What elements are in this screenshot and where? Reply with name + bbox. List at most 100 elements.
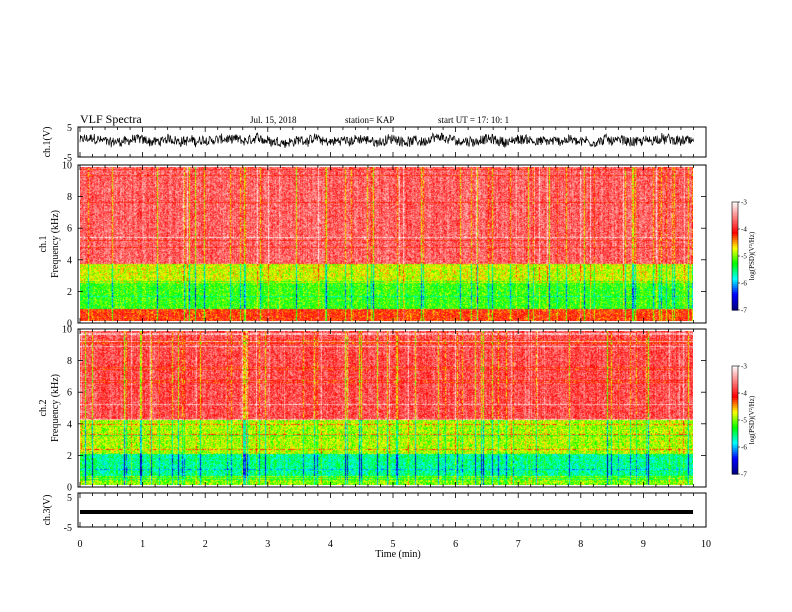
y-tick-label: 8 [67,356,72,367]
x-tick-label: 3 [265,539,270,550]
colorbar-swatch [732,372,738,375]
colorbar-swatch [732,460,738,463]
x-tick-label: 8 [578,539,583,550]
ch2-spectrogram-image [80,331,693,485]
colorbar-swatch [732,206,738,209]
colorbar-label: log(PSD)(V²/Hz) [748,231,756,280]
y-tick-label: 6 [67,224,72,235]
colorbar-swatch [732,438,738,441]
y-tick-label: 0 [67,319,72,330]
x-tick-label: 9 [641,539,646,550]
colorbar-tick-label: -5 [741,417,747,425]
y-tick-label: 2 [67,451,72,462]
colorbar-swatch [732,430,738,433]
colorbar-swatch [732,272,738,275]
colorbar-swatch [732,218,738,221]
ch1-waveform-ylabel: ch.1(V) [42,127,53,158]
colorbar-swatch [732,212,738,215]
ch2-spectrogram-panel: 0 2 4 6 8 10 ch.2 Frequency (kHz) [38,325,707,494]
ch3-ytick-bottom: -5 [64,523,72,534]
ch1-ytick-bottom: -5 [64,153,72,164]
colorbar-swatch [732,440,738,443]
ch2-spectrogram-frame [77,328,707,488]
colorbar-swatch [732,264,738,267]
colorbar-tick-label: -5 [741,253,747,261]
colorbar-swatch [732,418,738,421]
ch1-spectrogram-panel: 0 2 4 6 8 10 ch.1 Frequency (kHz) [38,161,707,330]
x-tick-label: 1 [140,539,145,550]
colorbar-swatch [732,210,738,213]
ch2-channel-label: ch.2 [38,400,49,417]
ch2-frequency-label: Frequency (kHz) [50,374,61,442]
start-time-label: start UT = 17: 10: 1 [438,115,509,125]
colorbar-swatch [732,268,738,271]
ch2-spectrogram-yticks: 0 2 4 6 8 10 [62,325,706,494]
colorbar-swatch [732,220,738,223]
colorbar-swatch [732,234,738,237]
colorbar-swatch [732,434,738,437]
colorbar-swatch [732,308,738,311]
colorbar-swatch [732,262,738,265]
ch1-colorbar: -3 -4 -5 -6 -7 log(PSD)(V²/Hz) [731,199,756,315]
colorbar-swatch [732,288,738,291]
colorbar-swatch [732,394,738,397]
colorbar-swatch [732,378,738,381]
colorbar-swatch [732,250,738,253]
colorbar-swatch [732,472,738,475]
colorbar-swatch [732,470,738,473]
colorbar-tick-label: -7 [741,307,747,315]
colorbar-swatch [732,236,738,239]
ch3-waveform-panel: 5 -5 ch.3(V) [42,492,707,534]
x-tick-label: 6 [453,539,458,550]
colorbar-swatch [732,226,738,229]
colorbar-swatch [732,428,738,431]
colorbar-swatch [732,260,738,263]
colorbar-tick-label: -3 [741,199,747,207]
colorbar-swatch [732,468,738,471]
x-axis-tick-labels: 0 1 2 3 4 5 6 7 8 9 10 [78,539,712,550]
colorbar-swatch [732,406,738,409]
colorbar-swatch [732,270,738,273]
colorbar-swatch [732,456,738,459]
colorbar-swatch [732,424,738,427]
colorbar-swatch [732,414,738,417]
colorbar-swatch [732,298,738,301]
colorbar-swatch [732,386,738,389]
colorbar-swatch [732,286,738,289]
ch3-waveform-xticks [79,493,707,527]
ch1-spectrogram-frame [77,164,707,324]
y-tick-label: 8 [67,192,72,203]
colorbar-swatch [732,246,738,249]
ch1-waveform-frame [77,126,707,158]
colorbar-tick-label: -7 [741,471,747,479]
colorbar-swatch [732,448,738,451]
y-tick-label: 4 [67,255,72,266]
x-tick-label: 7 [516,539,521,550]
colorbar-swatch [732,370,738,373]
ch3-ytick-top: 5 [67,493,72,504]
ch2-spectrogram-xticks [79,329,707,487]
colorbar-label: log(PSD)(V²/Hz) [748,395,756,444]
ch1-spectrogram-image [80,167,693,321]
colorbar-swatch [732,444,738,447]
ch1-waveform-xticks [79,127,707,157]
colorbar-swatch [732,400,738,403]
colorbar-tick-label: -6 [741,444,747,452]
colorbar-swatch [732,452,738,455]
colorbar-swatch [732,232,738,235]
colorbar-swatch [732,276,738,279]
colorbar-swatch [732,416,738,419]
colorbar-swatch [732,404,738,407]
colorbar-swatch [732,222,738,225]
colorbar-swatch [732,426,738,429]
colorbar-swatch [732,410,738,413]
station-label: station= KAP [345,115,394,125]
colorbar-swatch [732,258,738,261]
colorbar-swatch [732,402,738,405]
x-tick-label: 4 [328,539,333,550]
colorbar-tick-label: -4 [741,226,747,234]
colorbar-swatch [732,230,738,233]
colorbar-swatch [732,466,738,469]
colorbar-swatch [732,290,738,293]
